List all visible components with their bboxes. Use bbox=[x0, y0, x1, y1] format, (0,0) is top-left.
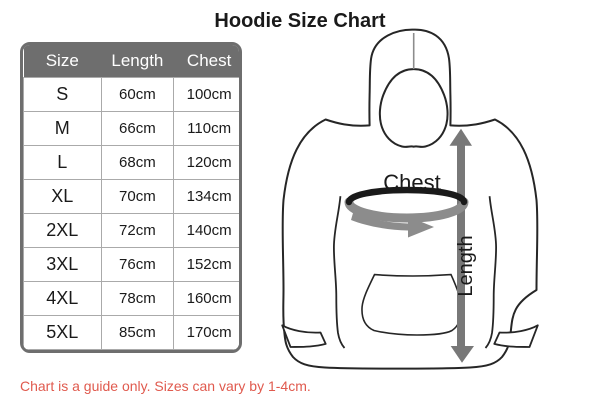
svg-text:Length: Length bbox=[455, 235, 477, 296]
svg-text:Chest: Chest bbox=[383, 170, 440, 195]
